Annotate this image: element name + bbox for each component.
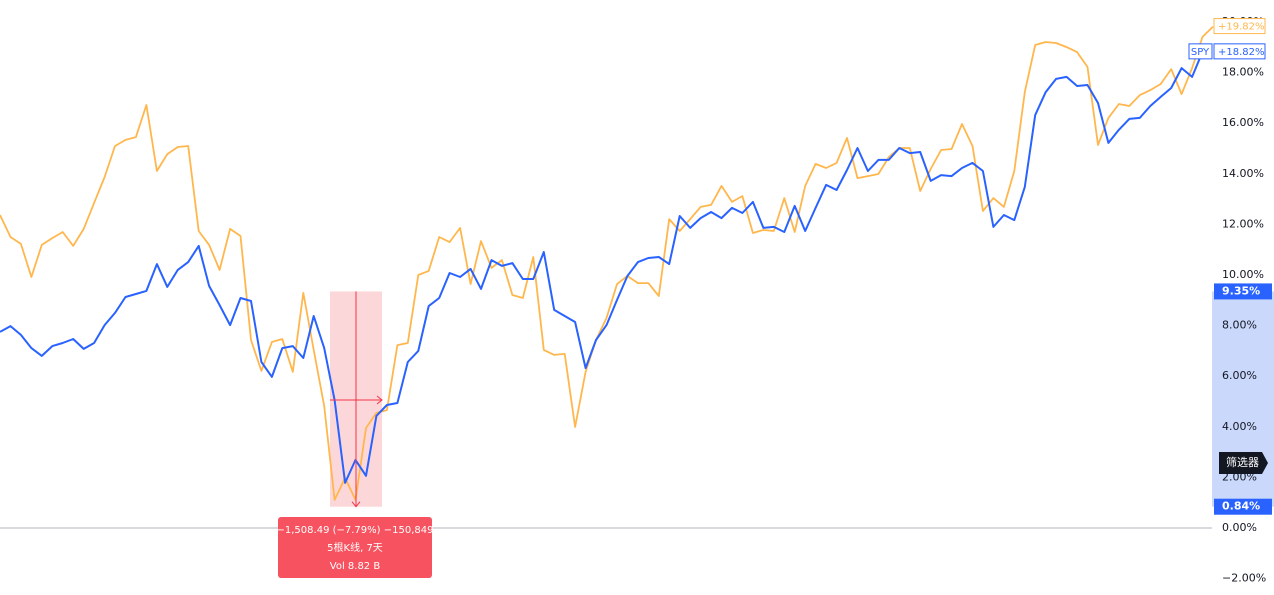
last-value-label: +19.82% (1218, 22, 1265, 33)
last-value-label-bg (1213, 18, 1266, 35)
y-tick-label: 16.00% (1222, 116, 1264, 129)
y-tick-label: 0.00% (1222, 521, 1257, 534)
measure-text: 5根K线, 7天 (327, 541, 383, 554)
series-line (0, 25, 1214, 501)
measure-text: Vol 8.82 B (330, 561, 381, 572)
axis-measure-label: 0.84% (1222, 500, 1260, 513)
series-name-bg (1188, 43, 1213, 60)
y-tick-label: 8.00% (1222, 319, 1257, 332)
y-tick-label: 10.00% (1222, 268, 1264, 281)
measure-harrow (376, 395, 383, 405)
series-line (0, 51, 1204, 484)
measure-tooltip (278, 517, 432, 578)
filter-button[interactable]: 筛选器 (1219, 452, 1268, 474)
last-value-label-bg (1213, 43, 1266, 60)
measure-text: −1,508.49 (−7.79%) −150,849 (277, 525, 434, 536)
last-value-label: +18.82% (1218, 47, 1265, 58)
y-tick-label: 18.00% (1222, 66, 1264, 79)
y-tick-label: 14.00% (1222, 167, 1264, 180)
filter-button-bg (1219, 452, 1268, 474)
series-name: SPY (1191, 47, 1210, 58)
filter-button-label: 筛选器 (1226, 455, 1259, 469)
measure-varrow (351, 501, 361, 508)
axis-measure-label-bg (1214, 283, 1272, 300)
y-tick-label: 6.00% (1222, 369, 1257, 382)
axis-measure-label-bg (1214, 498, 1272, 515)
y-tick-label: 4.00% (1222, 420, 1257, 433)
axis-measure-label: 9.35% (1222, 284, 1260, 297)
y-tick-label: −2.00% (1222, 572, 1266, 585)
y-tick-label: 12.00% (1222, 217, 1264, 230)
